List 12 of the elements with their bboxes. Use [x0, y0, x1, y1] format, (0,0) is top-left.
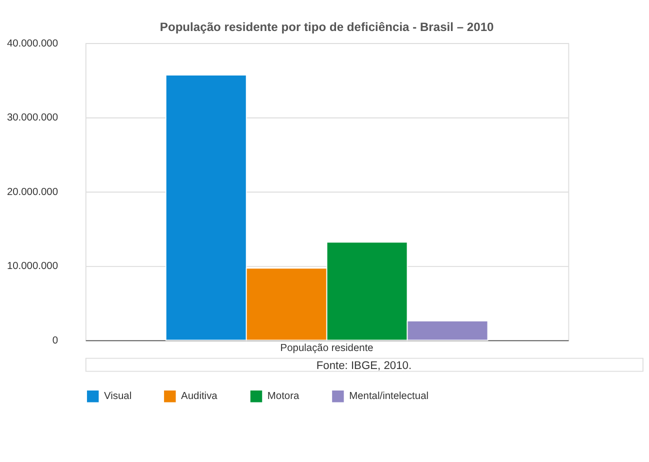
legend-label: Visual — [104, 391, 132, 402]
y-tick-label: 0 — [52, 335, 58, 346]
legend-label: Auditiva — [181, 391, 218, 402]
y-tick-label: 40.000.000 — [6, 38, 58, 50]
x-tick-label: População residente — [280, 342, 374, 354]
y-tick-label: 10.000.000 — [6, 261, 58, 272]
y-tick-label: 20.000.000 — [6, 186, 58, 198]
legend-label: Motora — [267, 391, 300, 402]
y-tick-label: 30.000.000 — [6, 112, 58, 124]
legend-label: Mental/intelectual — [349, 391, 429, 402]
source-note: Fonte: IBGE, 2010. — [316, 360, 412, 372]
chart-title: População residente por tipo de deficiência - Brasil – 2010 — [160, 20, 494, 34]
